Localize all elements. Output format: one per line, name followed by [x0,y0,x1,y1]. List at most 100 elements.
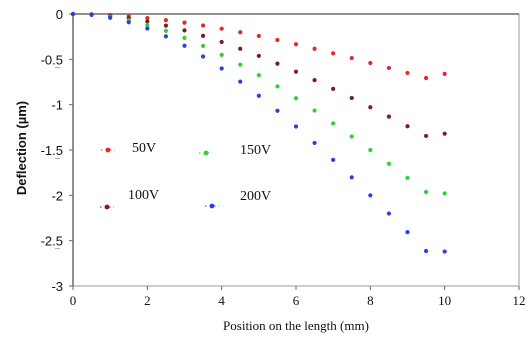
data-point [126,20,131,25]
data-point [256,33,261,39]
data-point [312,140,317,146]
legend-item-150v: 150V [199,143,271,158]
data-point [256,73,261,78]
series-100v [70,11,447,139]
data-point [331,157,336,162]
legend-marker [203,150,209,156]
data-point [219,39,224,45]
legend-item-50v: 50V [101,141,156,156]
data-point [405,175,410,180]
data-point [145,15,150,21]
data-point [423,189,429,195]
stray-mark: − [54,62,61,74]
data-point [200,54,206,59]
data-point [349,175,354,180]
data-point [163,23,169,28]
data-point [312,108,317,113]
x-tick-label: 2 [144,293,151,308]
data-point [405,70,410,76]
x-axis-title: Position on the length (mm) [223,318,369,333]
x-tick-label: 6 [293,293,300,308]
data-point [163,18,169,23]
data-point [200,33,206,38]
legend-marker [104,204,110,210]
data-point [368,193,373,198]
data-point [386,114,392,119]
stray-mark: − [54,244,61,256]
data-point [275,37,280,43]
series-150v [70,11,447,196]
x-tick-label: 12 [513,293,526,308]
data-point [275,61,280,66]
data-point [219,66,224,71]
legend-label: 150V [240,143,271,158]
x-tick-label: 10 [438,293,451,308]
data-point [312,77,317,83]
data-point [349,95,354,101]
x-tick-label: 8 [367,293,374,308]
data-point [219,52,224,57]
y-axis-ticks: 0 -0.5 -1 -1.5 -2 -2.5 -3 − − − [41,7,73,294]
data-point [405,230,410,235]
y-tick-label: -1 [51,98,63,113]
y-axis-title: Deflection (µm) [14,101,29,195]
data-point [89,12,94,18]
y-tick-label: -2 [51,188,63,203]
data-point [219,26,224,31]
data-point [182,20,187,25]
data-point [331,121,336,126]
data-point [145,22,150,28]
data-point [108,15,113,20]
legend-marker [105,147,111,153]
data-point [293,124,299,129]
series-200v [70,11,447,254]
y-tick-label: -0.5 [41,52,63,67]
data-point [163,28,169,33]
data-point [442,71,447,76]
data-point [238,79,243,84]
legend-label: 200V [240,189,271,204]
legend-label: 50V [132,141,156,156]
data-point [200,43,206,49]
data-point [349,55,354,61]
y-tick-label: 0 [56,7,63,22]
data-point [331,51,336,56]
y-tick-label: -3 [51,279,63,294]
y-tick-label: -2.5 [41,234,63,249]
data-point [386,211,392,216]
data-point [163,34,169,39]
data-point [182,35,187,40]
data-point [238,62,243,67]
data-point [368,60,373,66]
legend: 50V 100V 150V 200V [100,141,271,210]
data-point [423,133,429,139]
data-point [293,42,299,47]
data-point [423,248,429,254]
x-tick-label: 0 [70,293,77,308]
y-tick-label: -1.5 [41,143,63,158]
legend-item-100v: 100V [100,188,159,210]
data-point [182,28,187,33]
data-point [200,23,206,28]
series-layer [70,11,447,254]
stray-mark: − [54,153,61,165]
data-point [256,93,261,98]
legend-label: 100V [128,188,159,203]
data-point [293,96,299,101]
data-point [238,30,243,35]
legend-item-200v: 200V [205,189,271,209]
legend-marker [209,203,215,209]
data-point [145,26,150,31]
plot-border [72,13,520,287]
data-point [442,249,447,254]
data-point [70,11,76,17]
data-point [442,191,447,196]
data-point [293,69,299,74]
data-point [386,161,392,166]
data-point [405,124,410,129]
data-point [275,84,280,89]
data-point [349,134,354,139]
data-point [145,19,150,24]
data-point [368,105,373,110]
